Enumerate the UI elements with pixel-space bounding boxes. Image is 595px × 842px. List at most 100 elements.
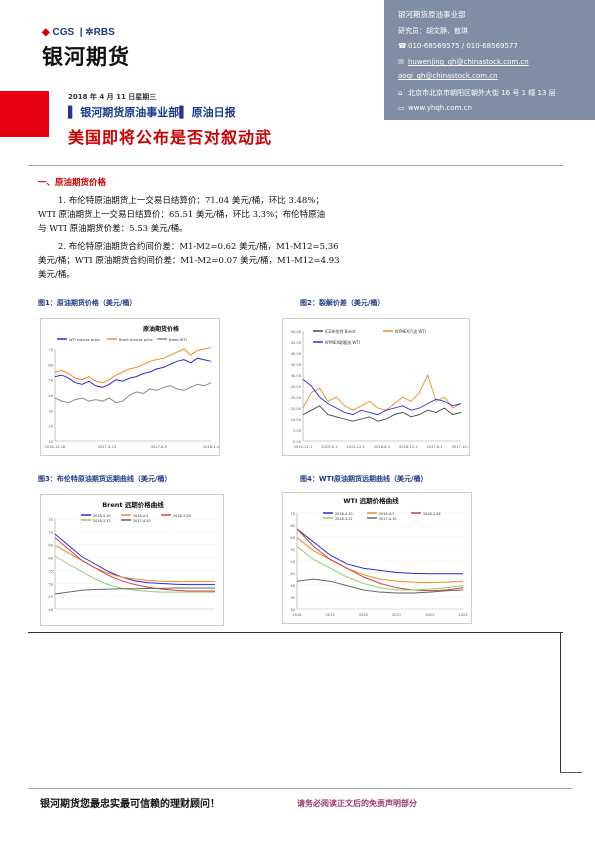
y-tick-label: 25.00 bbox=[291, 385, 302, 389]
y-tick-label: 30 bbox=[48, 409, 53, 413]
legend-label: 2017-4-10 bbox=[133, 519, 151, 523]
series-line-4 bbox=[54, 587, 215, 595]
corner-mark bbox=[560, 764, 582, 773]
series-line-0 bbox=[302, 405, 462, 422]
x-tick-label: 2018 bbox=[292, 613, 302, 617]
x-tick-label: 2023 bbox=[458, 613, 467, 617]
y-tick-label: 60 bbox=[48, 557, 53, 561]
chart-title: 原油期货价格 bbox=[143, 325, 180, 333]
y-tick-label: 30 bbox=[290, 608, 295, 612]
series-line-2 bbox=[54, 537, 215, 592]
y-tick-label: 50 bbox=[48, 379, 53, 383]
y-tick-label: 70 bbox=[290, 512, 295, 516]
logo-name: 银河期货 bbox=[42, 45, 130, 69]
paragraph-2-line-2: 美元/桶；WTI 原油期货合约间价差：M1-M2=0.07 美元/桶，M1-M1… bbox=[38, 256, 340, 266]
chart-title: Brent 远期价格曲线 bbox=[102, 500, 164, 509]
y-tick-label: 20.00 bbox=[291, 396, 302, 400]
x-tick-label: 2017-4-13 bbox=[98, 445, 117, 449]
y-tick-label: 55 bbox=[48, 569, 53, 573]
x-tick-label: 2018-1-1 bbox=[203, 445, 219, 449]
logo-brand-line: ◆ CGS | ✲RBS bbox=[42, 27, 115, 38]
y-tick-label: 45 bbox=[48, 595, 53, 599]
series-line-1 bbox=[54, 544, 215, 583]
y-tick-label: 55 bbox=[290, 548, 295, 552]
series-line-0 bbox=[54, 533, 215, 586]
series-line-2 bbox=[54, 382, 212, 404]
y-tick-label: 50 bbox=[48, 582, 53, 586]
paragraph-2-line-1: 2. 布伦特原油期货合约间价差：M1-M2=0.62 美元/桶，M1-M12=5… bbox=[58, 242, 339, 252]
report-date: 2018 年 4 月 11 日星期三 bbox=[68, 93, 157, 101]
series-line-1 bbox=[54, 347, 212, 384]
x-tick-label: 2020 bbox=[359, 613, 369, 617]
legend-label: WTI futures price bbox=[69, 338, 101, 342]
contact-analysts: 研究员：胡文静、敖琪 bbox=[398, 27, 468, 35]
y-tick-label: 60 bbox=[290, 536, 295, 540]
x-tick-label: 2015-12-1 bbox=[346, 445, 365, 449]
y-tick-label: 45.00 bbox=[291, 341, 302, 345]
address-icon: ⌂ bbox=[398, 89, 403, 97]
contact-phone: 010-68569575 / 010-68569577 bbox=[408, 42, 518, 50]
contact-email-1[interactable]: huwenjing_qh@chinastock.com.cn bbox=[408, 58, 529, 66]
series-line-0 bbox=[54, 357, 212, 388]
legend-label: Brent futures price bbox=[119, 338, 153, 342]
footer-divider bbox=[28, 788, 573, 789]
header-divider bbox=[28, 165, 563, 166]
y-tick-label: 10.00 bbox=[291, 418, 302, 422]
legend-label: 2018-3-12 bbox=[93, 519, 111, 523]
y-tick-label: 20 bbox=[48, 425, 53, 429]
legend-label: 2018-4-3 bbox=[133, 514, 148, 518]
paragraph-1-line-3: 与 WTI 原油期货价差：5.53 美元/桶。 bbox=[38, 224, 188, 234]
y-tick-label: 35.00 bbox=[291, 363, 302, 367]
contact-email-2[interactable]: aoqi_qh@chinastock.com.cn bbox=[398, 72, 498, 80]
y-tick-label: 30.00 bbox=[291, 374, 302, 378]
legend-label: 2018-3-12 bbox=[335, 517, 353, 521]
figure-4-caption: 图4：WTI原油期货远期曲线（美元/桶） bbox=[300, 475, 428, 483]
x-tick-label: 2016-12-1 bbox=[399, 445, 418, 449]
legend-label: 2018-3-26 bbox=[423, 512, 441, 516]
company-logo: ◆ CGS | ✲RBS 银河期货 bbox=[42, 27, 166, 77]
x-tick-label: 2014-12-1 bbox=[294, 445, 313, 449]
y-tick-label: 70 bbox=[48, 531, 53, 535]
chart-1-frame: 70 60 50 40 30 20 10 2016-12-16 2017-4-13 2017-8-… bbox=[40, 318, 220, 456]
chart-2-frame: 50.00 45.00 40.00 35.00 30.00 25.00 20.00 15.00… bbox=[282, 318, 470, 456]
series-line-2 bbox=[302, 379, 462, 416]
footer-slogan: 银河期货您最忠实最可信赖的理财顾问！ bbox=[40, 799, 220, 810]
y-tick-label: 65 bbox=[290, 524, 295, 528]
paragraph-1-line-2: WTI 原油期货上一交易日结算价：65.51 美元/桶，环比 3.3%；布伦特原… bbox=[38, 210, 326, 220]
content-bottom-divider bbox=[28, 632, 563, 633]
figure-2-caption: 图2：裂解价差（美元/桶） bbox=[300, 299, 385, 307]
y-tick-label: 40 bbox=[290, 584, 295, 588]
chart-2-crack-spread: 50.00 45.00 40.00 35.00 30.00 25.00 20.00 15.00… bbox=[291, 328, 469, 449]
contact-website[interactable]: www.yhqh.com.cn bbox=[408, 104, 472, 112]
legend-label: 2018-3-26 bbox=[173, 514, 191, 518]
paragraph-1-line-1: 1. 布伦特原油期货上一交易日结算价：71.04 美元/桶，环比 3.48%； bbox=[58, 196, 324, 206]
y-tick-label: 40.00 bbox=[291, 352, 302, 356]
logo-rbs: RBS bbox=[93, 27, 115, 38]
y-tick-label: 0.00 bbox=[293, 440, 302, 444]
legend-label: 2018-4-10 bbox=[335, 512, 353, 516]
legend-label: 2018-4-10 bbox=[93, 514, 111, 518]
y-tick-label: 5.00 bbox=[293, 429, 302, 433]
figure-3-caption: 图3：布伦特原油期货远期曲线（美元/桶） bbox=[38, 475, 172, 483]
series-line-3 bbox=[296, 546, 464, 591]
x-tick-label: 2017-12-1 bbox=[452, 445, 469, 449]
y-tick-label: 10 bbox=[48, 440, 53, 444]
y-tick-label: 50.00 bbox=[291, 330, 302, 334]
y-tick-label: 60 bbox=[48, 363, 53, 367]
series-line-2 bbox=[296, 528, 464, 592]
chart-3-frame: 75 70 65 60 55 50 45 40 Brent 远期价格曲线 2018-4-10 201… bbox=[40, 494, 224, 626]
legend-label: NYMEX取暖油 WTI bbox=[325, 339, 360, 345]
x-tick-label: 2021 bbox=[392, 613, 401, 617]
y-tick-label: 75 bbox=[48, 518, 53, 522]
legend-label: ICE布伦特 Brent bbox=[325, 328, 356, 334]
legend-label: Brent-WTI bbox=[169, 338, 187, 342]
right-margin-line bbox=[560, 632, 561, 772]
series-line-1 bbox=[296, 537, 464, 584]
series-line-3 bbox=[54, 556, 215, 593]
figure-1-caption: 图1：原油期货价格（美元/桶） bbox=[38, 299, 137, 307]
legend-label: 2018-4-3 bbox=[379, 512, 394, 516]
series-line-4 bbox=[296, 578, 464, 594]
x-tick-label: 2022 bbox=[425, 613, 434, 617]
